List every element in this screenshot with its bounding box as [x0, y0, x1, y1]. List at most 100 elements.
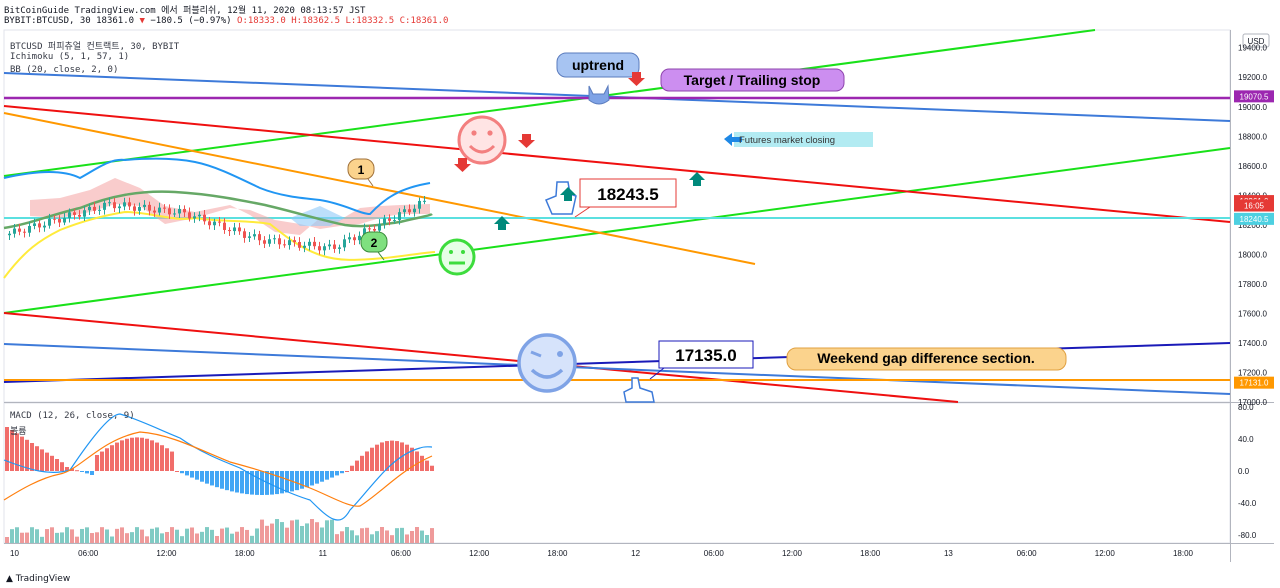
- candle-body: [198, 214, 201, 217]
- volume-bar: [420, 530, 424, 543]
- trendlines[interactable]: [3, 29, 1231, 403]
- time-tick-label: 10: [10, 549, 19, 558]
- legend-volume[interactable]: 볼륨: [10, 427, 27, 437]
- candle-body: [123, 202, 126, 207]
- volume-bar: [80, 528, 84, 543]
- candle-body: [398, 212, 401, 221]
- brand-text: TradingView: [15, 574, 71, 584]
- time-tick-label: 18:00: [547, 549, 568, 558]
- volume-bar: [335, 534, 339, 543]
- price-tick-label: 18000.0: [1238, 250, 1267, 259]
- red-upper-trendline[interactable]: [3, 105, 1231, 223]
- candle-body: [88, 206, 91, 211]
- legend-bb[interactable]: BB (20, close, 2, 0): [10, 65, 119, 75]
- candle-body: [113, 202, 116, 209]
- candle-body: [233, 227, 236, 232]
- volume-bar: [25, 532, 29, 543]
- legend-main[interactable]: BTCUSD 퍼피츄얼 컨트랙트, 30, BYBIT: [10, 42, 180, 52]
- green-upper-trendline[interactable]: [3, 29, 1096, 177]
- volume-bar: [85, 527, 89, 543]
- macd-hist-bar: [255, 471, 259, 495]
- legend-ichimoku[interactable]: Ichimoku (5, 1, 57, 1): [10, 52, 130, 62]
- volume-bar: [255, 528, 259, 543]
- candle-body: [313, 241, 316, 247]
- macd-hist-bar: [225, 471, 229, 491]
- red-lower-trendline[interactable]: [3, 312, 959, 403]
- price-candles[interactable]: [8, 196, 426, 256]
- macd-hist-bar: [235, 471, 239, 493]
- macd-axis[interactable]: 80.0 40.0 0.0 -40.0 -80.0: [1238, 403, 1257, 540]
- macd-tick-label: 0.0: [1238, 467, 1250, 476]
- volume-bar: [245, 529, 249, 543]
- macd-hist-bar: [65, 467, 69, 471]
- price-tick-label: 17000.0: [1238, 398, 1267, 407]
- annotation-mark-1[interactable]: 1: [347, 158, 375, 187]
- volume-bar: [160, 533, 164, 543]
- candle-body: [18, 228, 21, 232]
- macd-hist-bar: [70, 468, 74, 471]
- annotation-mark-2[interactable]: 2: [360, 231, 388, 261]
- volume-bar: [50, 527, 54, 543]
- macd-hist-bar: [185, 471, 189, 476]
- legend-macd[interactable]: MACD (12, 26, close, 9): [10, 411, 135, 421]
- volume-bar: [355, 535, 359, 543]
- macd-hist-bar: [75, 470, 79, 472]
- candle-body: [13, 228, 16, 234]
- volume-bar: [185, 528, 189, 543]
- price-tick-label: 17600.0: [1238, 309, 1267, 318]
- annotation-price-18243[interactable]: 18243.5: [574, 178, 677, 218]
- volume-bar: [120, 527, 124, 543]
- volume-bar: [375, 531, 379, 543]
- macd-hist-bar: [335, 471, 339, 476]
- blue-lower-trendline[interactable]: [3, 343, 1231, 395]
- candle-body: [98, 209, 101, 211]
- macd-hist-bar: [50, 455, 54, 471]
- candle-body: [133, 206, 136, 211]
- time-tick-label: 12:00: [1095, 549, 1116, 558]
- candle-body: [173, 213, 176, 215]
- candle-body: [118, 206, 121, 209]
- green-lower-trendline[interactable]: [3, 147, 1231, 314]
- price-tick-label: 19200.0: [1238, 73, 1267, 82]
- volume-bars: [5, 519, 434, 543]
- price-tick-label: 18800.0: [1238, 132, 1267, 141]
- volume-bar: [205, 527, 209, 543]
- volume-bar: [345, 527, 349, 543]
- macd-hist-bar: [120, 440, 124, 471]
- volume-bar: [30, 527, 34, 543]
- macd-hist-bar: [415, 451, 419, 471]
- annotation-uptrend[interactable]: uptrend: [556, 52, 640, 78]
- macd-hist-bar: [365, 451, 369, 471]
- volume-bar: [180, 536, 184, 543]
- macd-hist-bar: [285, 471, 289, 493]
- volume-bar: [55, 532, 59, 543]
- macd-hist-bar: [355, 460, 359, 471]
- candle-body: [393, 220, 396, 222]
- annotation-futures[interactable]: Futures market closing: [724, 132, 873, 147]
- macd-hist-bar: [100, 451, 104, 471]
- volume-bar: [105, 529, 109, 543]
- candle-body: [143, 204, 146, 207]
- candle-body: [128, 202, 131, 207]
- time-axis[interactable]: 10 06:00 12:00 18:00 11 06:00 12:00 18:00 12 06:0…: [10, 549, 1194, 558]
- annotation-target[interactable]: Target / Trailing stop: [660, 68, 845, 92]
- macd-hist-bar: [360, 455, 364, 471]
- candle-body: [268, 239, 271, 244]
- publish-info: BitCoinGuide TradingView.com 에서 퍼블리쉬, 12…: [4, 6, 366, 16]
- price-tag-label: 19070.5: [1240, 92, 1269, 101]
- macd-hist-bar: [210, 471, 214, 486]
- annotation-weekend[interactable]: Weekend gap difference section.: [786, 347, 1067, 371]
- volume-bar: [390, 535, 394, 543]
- annotation-price-17135[interactable]: 17135.0: [649, 340, 754, 380]
- macd-hist-bar: [305, 471, 309, 488]
- volume-bar: [190, 527, 194, 543]
- candle-body: [303, 245, 306, 248]
- macd-hist-bar: [125, 438, 129, 471]
- macd-hist-bar: [155, 442, 159, 471]
- volume-bar: [295, 519, 299, 543]
- tradingview-brand[interactable]: ▲ TradingView: [6, 574, 70, 584]
- orange-trendline[interactable]: [3, 112, 756, 265]
- price-axis[interactable]: 19400.019200.019000.018800.018600.018400…: [1238, 44, 1267, 407]
- price-tag-box: [1234, 90, 1274, 103]
